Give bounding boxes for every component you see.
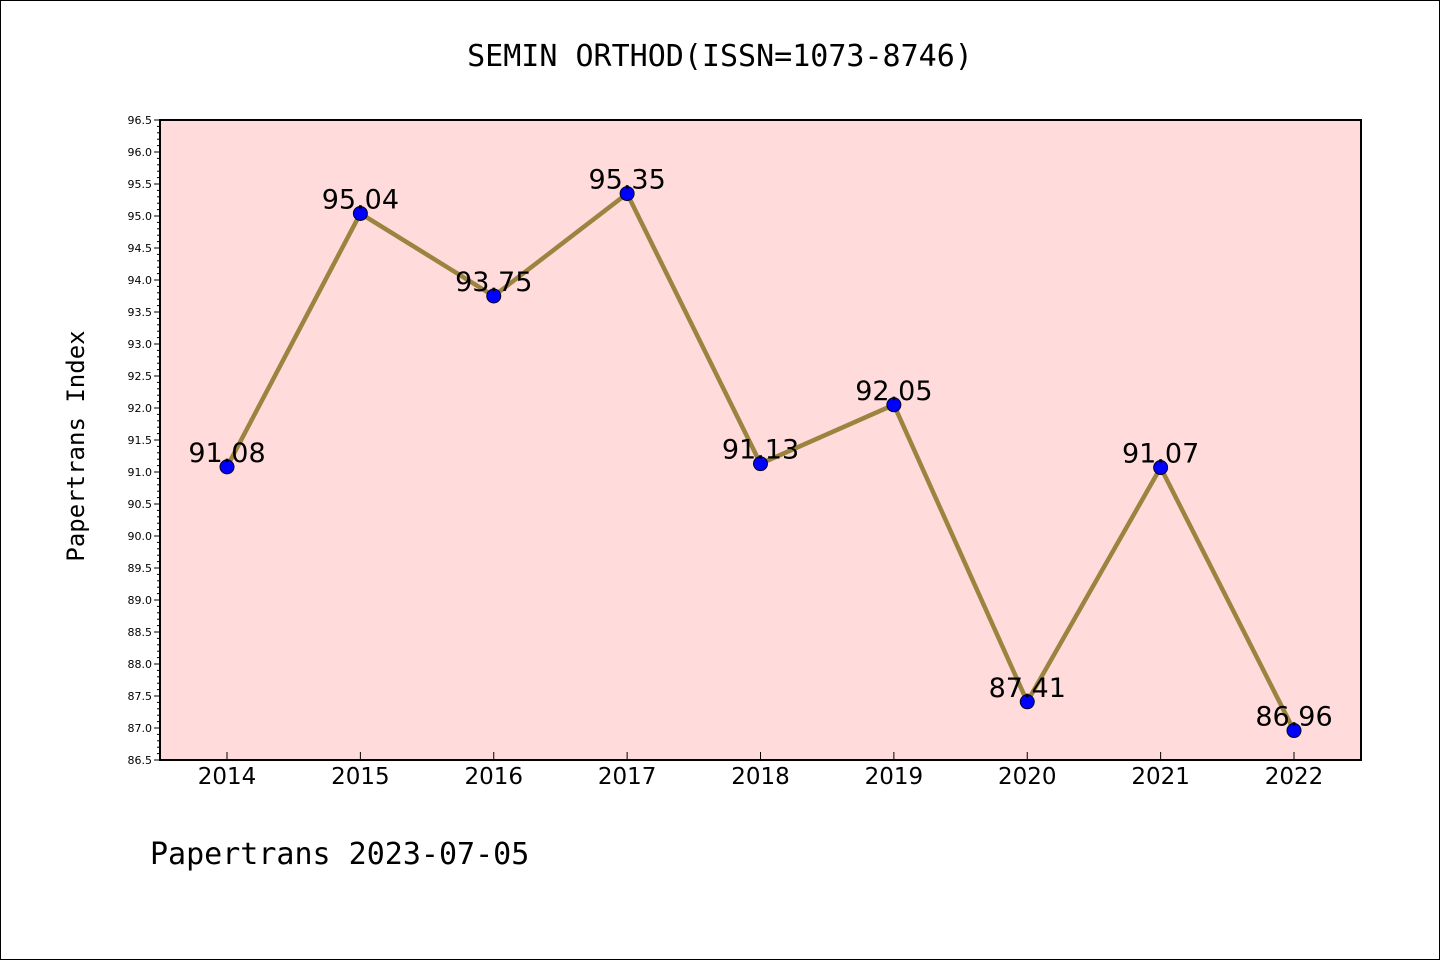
data-point [486, 288, 502, 304]
data-label: 86.96 [1255, 702, 1332, 733]
x-tick-label: 2021 [1131, 764, 1190, 790]
x-tick-label: 2019 [865, 764, 924, 790]
data-point [1019, 694, 1035, 710]
y-tick-label: 86.5 [128, 754, 153, 767]
data-label: 92.05 [855, 376, 932, 407]
y-tick-label: 87.5 [128, 690, 153, 703]
x-tick-label: 2017 [598, 764, 657, 790]
y-axis: 86.5 87.0 87.5 88.0 88.5 89.0 89.5 90.0 90.5 91.0… [128, 114, 160, 767]
y-tick-label: 91.5 [128, 434, 153, 447]
data-point [753, 456, 768, 472]
footer-note: Papertrans 2023-07-05 [150, 837, 529, 872]
x-tick-label: 2014 [198, 764, 257, 790]
y-tick-label: 87.0 [128, 722, 153, 735]
series-markers [219, 186, 1302, 739]
y-tick-label: 94.0 [128, 274, 153, 287]
data-point [886, 397, 902, 413]
x-tick-label: 2018 [731, 764, 790, 790]
data-label: 87.41 [989, 673, 1066, 704]
data-point [1153, 460, 1169, 476]
chart-title: SEMIN ORTHOD(ISSN=1073-8746) [467, 39, 973, 74]
data-point [352, 205, 368, 221]
y-tick-label: 94.5 [128, 242, 153, 255]
data-point [619, 186, 635, 202]
plot-area [159, 119, 1362, 761]
data-point [1286, 723, 1302, 739]
data-point [219, 459, 235, 475]
y-tick-label: 95.0 [128, 210, 153, 223]
y-axis-label: Papertrans Index [62, 330, 90, 561]
x-tick-label: 2015 [331, 764, 390, 790]
y-tick-label: 96.5 [128, 114, 153, 127]
y-tick-label: 96.0 [128, 146, 153, 159]
y-tick-label: 93.5 [128, 306, 153, 319]
y-tick-label: 89.0 [128, 594, 153, 607]
x-tick-label: 2016 [464, 764, 523, 790]
data-label: 93.75 [455, 267, 532, 298]
data-label: 91.13 [722, 435, 799, 466]
data-labels: 91.08 95.04 93.75 95.35 91.13 92.05 87.41 91.07… [188, 165, 1332, 733]
y-tick-label: 90.5 [128, 498, 153, 511]
y-tick-label: 92.0 [128, 402, 153, 415]
y-tick-label: 90.0 [128, 530, 153, 543]
y-tick-label: 89.5 [128, 562, 153, 575]
y-tick-label: 92.5 [128, 370, 153, 383]
y-tick-label: 93.0 [128, 338, 153, 351]
data-label: 95.04 [322, 184, 399, 215]
data-label: 91.08 [188, 438, 265, 469]
y-tick-label: 88.0 [128, 658, 153, 671]
y-tick-label: 95.5 [128, 178, 153, 191]
y-tick-label: 91.0 [128, 466, 153, 479]
y-tick-label: 88.5 [128, 626, 153, 639]
x-axis: 2014 2015 2016 2017 2018 2019 2020 2021 2022 [198, 752, 1324, 790]
data-label: 95.35 [588, 165, 665, 196]
x-tick-label: 2022 [1265, 764, 1324, 790]
x-tick-label: 2020 [998, 764, 1057, 790]
data-label: 91.07 [1122, 439, 1199, 470]
